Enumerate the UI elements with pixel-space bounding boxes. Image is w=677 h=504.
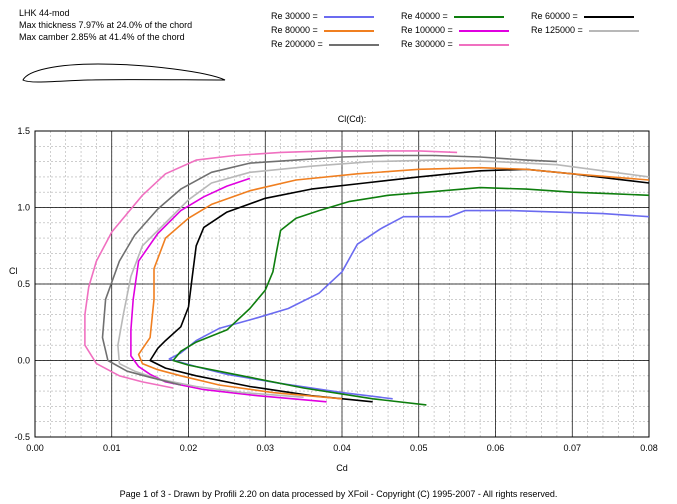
- legend-item: Re 100000 =: [401, 25, 509, 35]
- chart-title: Cl(Cd):: [338, 114, 367, 124]
- plot-frame: [34, 130, 650, 438]
- legend-label: Re 300000 =: [401, 39, 453, 49]
- max-camber-text: Max camber 2.85% at 41.4% of the chord: [19, 32, 185, 42]
- x-tick-label: 0.04: [333, 443, 351, 453]
- x-tick-label: 0.06: [487, 443, 505, 453]
- legend-label: Re 100000 =: [401, 25, 453, 35]
- x-tick-label: 0.05: [410, 443, 428, 453]
- x-tick-label: 0.08: [640, 443, 658, 453]
- legend-swatch: [323, 15, 374, 18]
- x-tick-label: 0.07: [563, 443, 581, 453]
- series-line-re-80000: [137, 166, 650, 400]
- y-tick-label: 0.0: [17, 356, 30, 366]
- series-line-re-300000: [84, 150, 458, 389]
- legend-item: Re 40000 =: [401, 11, 504, 21]
- legend-swatch: [323, 29, 374, 32]
- legend-label: Re 200000 =: [271, 39, 323, 49]
- legend-swatch: [458, 29, 509, 32]
- legend-label: Re 60000 =: [531, 11, 578, 21]
- legend-item: Re 200000 =: [271, 39, 379, 49]
- max-thickness-text: Max thickness 7.97% at 24.0% of the chor…: [19, 20, 193, 30]
- legend-swatch: [458, 43, 509, 46]
- legend-label: Re 30000 =: [271, 11, 318, 21]
- airfoil-name: LHK 44-mod: [19, 8, 70, 18]
- x-tick-label: 0.03: [256, 443, 274, 453]
- y-tick-label: 1.0: [17, 203, 30, 213]
- legend-item: Re 60000 =: [531, 11, 634, 21]
- x-tick-label: 0.02: [180, 443, 198, 453]
- legend-label: Re 125000 =: [531, 25, 583, 35]
- legend-swatch: [583, 15, 634, 18]
- x-axis-label: Cd: [336, 463, 348, 473]
- y-tick-label: 0.5: [17, 279, 30, 289]
- legend-item: Re 80000 =: [271, 25, 374, 35]
- x-tick-label: 0.00: [26, 443, 44, 453]
- legend-swatch: [328, 43, 379, 46]
- series-line-re-100000: [130, 177, 327, 403]
- legend-item: Re 30000 =: [271, 11, 374, 21]
- page-footer: Page 1 of 3 - Drawn by Profili 2.20 on d…: [119, 489, 558, 499]
- legend-item: Re 125000 =: [531, 25, 639, 35]
- legend-swatch: [588, 29, 639, 32]
- legend-label: Re 40000 =: [401, 11, 448, 21]
- y-tick-label: -0.5: [14, 432, 30, 442]
- series-line-re-125000: [117, 159, 650, 398]
- y-tick-label: 1.5: [17, 126, 30, 136]
- series-line-re-40000: [172, 186, 650, 406]
- y-axis-label: Cl: [9, 266, 18, 276]
- legend-label: Re 80000 =: [271, 25, 318, 35]
- airfoil-profile-icon: [22, 63, 226, 83]
- x-tick-label: 0.01: [103, 443, 121, 453]
- series-line-re-200000: [101, 154, 557, 386]
- series-line-re-60000: [149, 168, 650, 403]
- legend-item: Re 300000 =: [401, 39, 509, 49]
- legend-swatch: [453, 15, 504, 18]
